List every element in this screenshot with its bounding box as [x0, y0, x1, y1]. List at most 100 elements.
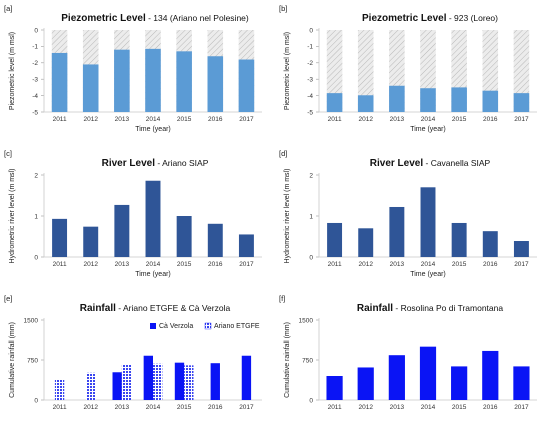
bar-ca-verzola — [143, 355, 153, 400]
chart-title-bold: River Level — [370, 158, 424, 169]
x-tick-label: 2014 — [421, 404, 436, 411]
legend-label-ca-verzola: Cà Verzola — [159, 323, 193, 330]
x-tick-label: 2017 — [239, 404, 254, 411]
chart-title: River Level - Cavanella SIAP — [370, 158, 491, 169]
legend-swatch-ariano-etgfe — [204, 322, 212, 330]
chart-panel-a: [a] Piezometric Level - 134 (Ariano nel P… — [0, 0, 275, 145]
chart-title-rest: - Cavanella SIAP — [423, 158, 490, 168]
chart-panel-b: [b] Piezometric Level - 923 (Loreo) 0 -1 -2 -… — [275, 0, 550, 145]
x-tick-label: 2014 — [146, 404, 161, 411]
x-tick-label: 2011 — [53, 116, 67, 123]
chart-title-bold: Piezometric Level — [362, 13, 447, 24]
x-tick-label: 2012 — [83, 261, 98, 268]
x-tick-label: 2016 — [483, 116, 498, 123]
bar-background — [357, 30, 374, 112]
x-tick-label: 2016 — [208, 404, 223, 411]
bar — [83, 226, 99, 257]
x-tick-label: 2015 — [177, 404, 192, 411]
x-axis-label: Time (year) — [410, 126, 446, 133]
bar — [327, 222, 343, 257]
x-tick-label: 2017 — [514, 404, 529, 411]
y-tick-label: 1500 — [24, 317, 39, 324]
y-tick-label: 1 — [34, 213, 38, 220]
x-tick-label: 2014 — [421, 261, 436, 268]
x-tick-label: 2012 — [358, 116, 373, 123]
y-tick-label: 0 — [309, 27, 313, 34]
bar-background — [513, 30, 530, 112]
bar — [389, 85, 405, 112]
x-tick-label: 2014 — [421, 116, 436, 123]
chart-title-rest: - 134 (Ariano nel Polesine) — [146, 13, 249, 23]
bar-ariano-etgfe — [86, 372, 96, 400]
bar — [82, 64, 99, 112]
bar — [51, 52, 68, 112]
bar-ca-verzola — [112, 372, 122, 400]
chart-panel-e: [e] Rainfall - Ariano ETGFE & Cà Verzola 0… — [0, 290, 275, 435]
chart-f-svg: [f] Rainfall - Rosolina Po di Tramontana 0… — [279, 294, 537, 411]
bar — [326, 376, 343, 400]
x-tick-label: 2012 — [83, 404, 98, 411]
bar — [420, 88, 436, 112]
x-tick-label: 2011 — [328, 116, 342, 123]
bar — [114, 204, 130, 257]
x-axis-label: Time (year) — [135, 126, 171, 133]
x-tick-label: 2015 — [452, 404, 467, 411]
chart-title-rest: - Ariano SIAP — [155, 158, 209, 168]
y-tick-label: 0 — [309, 397, 313, 404]
x-tick-label: 2013 — [390, 261, 405, 268]
chart-title: River Level - Ariano SIAP — [102, 158, 209, 169]
y-tick-label: -2 — [32, 60, 38, 67]
bar — [52, 218, 68, 257]
x-tick-label: 2015 — [452, 261, 467, 268]
y-tick-label: 1500 — [299, 317, 314, 324]
chart-title-rest: - Ariano ETGFE & Cà Verzola — [116, 303, 231, 313]
bar — [357, 367, 374, 400]
y-tick-label: 0 — [34, 27, 38, 34]
chart-panel-c: [c] River Level - Ariano SIAP 0 1 2 Hydrometr… — [0, 145, 275, 290]
x-tick-label: 2017 — [239, 261, 254, 268]
chart-title-rest: - Rosolina Po di Tramontana — [393, 303, 503, 313]
x-tick-label: 2014 — [146, 116, 161, 123]
x-tick-label: 2012 — [83, 116, 98, 123]
x-tick-label: 2013 — [115, 116, 130, 123]
y-axis-label: Cumulative rainfall (mm) — [284, 322, 291, 398]
bar — [451, 87, 467, 112]
bar — [145, 48, 161, 112]
chart-title-bold: Rainfall — [357, 303, 393, 314]
x-tick-label: 2013 — [390, 116, 405, 123]
y-axis-label: Cumulative rainfall (mm) — [9, 322, 16, 398]
chart-b-svg: [b] Piezometric Level - 923 (Loreo) 0 -1 -2 -… — [279, 4, 537, 133]
panel-label: [c] — [4, 149, 12, 158]
bar — [513, 366, 530, 400]
y-tick-label: -5 — [32, 109, 38, 116]
y-tick-label: 1 — [309, 213, 313, 220]
x-tick-label: 2017 — [514, 261, 529, 268]
y-tick-label: 0 — [309, 254, 313, 261]
chart-title-bold: Rainfall — [80, 303, 116, 314]
legend-label-ariano-etgfe: Ariano ETGFE — [214, 323, 260, 330]
x-tick-label: 2011 — [328, 261, 342, 268]
bar — [388, 355, 405, 400]
legend-swatch-ca-verzola — [150, 323, 156, 329]
chart-title-rest: - 923 (Loreo) — [446, 13, 498, 23]
x-tick-label: 2011 — [53, 261, 67, 268]
chart-panel-d: [d] River Level - Cavanella SIAP 0 1 2 Hydrom… — [275, 145, 550, 290]
x-tick-label: 2013 — [115, 261, 130, 268]
bar — [358, 228, 374, 257]
bar — [145, 180, 161, 257]
x-tick-label: 2016 — [208, 261, 223, 268]
y-tick-label: 0 — [34, 397, 38, 404]
bar — [114, 49, 130, 112]
y-tick-label: -1 — [32, 44, 38, 51]
y-tick-label: -4 — [307, 93, 313, 100]
bar — [420, 187, 436, 257]
chart-title: Piezometric Level - 134 (Ariano nel Pole… — [61, 13, 249, 24]
y-tick-label: 2 — [34, 172, 38, 179]
chart-e-svg: [e] Rainfall - Ariano ETGFE & Cà Verzola 0… — [4, 294, 262, 411]
x-axis-label: Time (year) — [410, 271, 446, 278]
x-tick-label: 2011 — [328, 404, 342, 411]
x-tick-label: 2016 — [208, 116, 223, 123]
x-tick-label: 2012 — [358, 261, 373, 268]
bar — [326, 93, 343, 112]
chart-title: Rainfall - Ariano ETGFE & Cà Verzola — [80, 303, 231, 314]
